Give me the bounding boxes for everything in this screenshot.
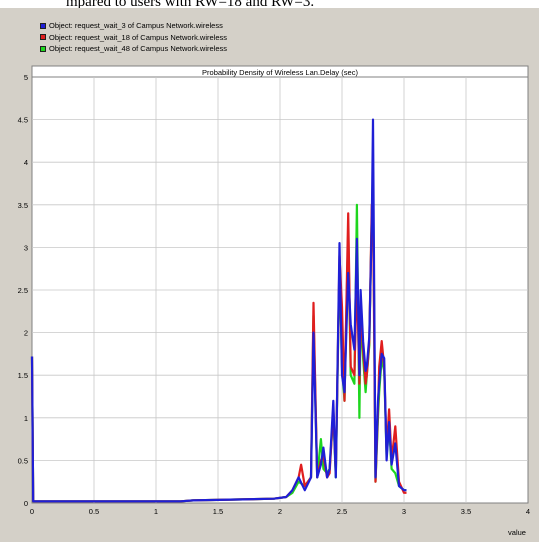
- x-tick-label: 4: [526, 507, 530, 516]
- legend-label-series-1: Object: request_wait_3 of Campus Network…: [49, 21, 223, 30]
- x-tick-label: 2.5: [337, 507, 347, 516]
- x-tick-label: 0: [30, 507, 34, 516]
- legend-swatch-series-3: [40, 45, 46, 52]
- legend-label-series-3: Object: request_wait_48 of Campus Networ…: [49, 44, 227, 53]
- x-tick-label: 2: [278, 507, 282, 516]
- x-axis-label: value: [508, 528, 526, 537]
- y-tick-label: 0.5: [18, 456, 28, 465]
- y-tick-label: 0: [24, 499, 28, 508]
- y-tick-label: 3.5: [18, 201, 28, 210]
- legend-swatch-series-1: [40, 22, 46, 29]
- x-tick-label: 3.5: [461, 507, 471, 516]
- y-tick-label: 1: [24, 414, 28, 423]
- y-axis-ticks: 0 0.5 1 1.5 2 2.5 3 3.5 4 4.5 5: [18, 73, 28, 508]
- chart-panel: Object: request_wait_3 of Campus Network…: [0, 8, 539, 542]
- y-tick-label: 2.5: [18, 286, 28, 295]
- chart-svg: Probability Density of Wireless Lan.Dela…: [18, 65, 530, 537]
- legend-swatch-series-2: [40, 34, 46, 41]
- y-tick-label: 4.5: [18, 116, 28, 125]
- chart-title: Probability Density of Wireless Lan.Dela…: [202, 68, 358, 77]
- page-caption-fragment: mpared to users with RW=18 and RW=3.: [66, 0, 315, 8]
- x-tick-label: 1.5: [213, 507, 223, 516]
- series-lines: [30, 118, 407, 503]
- x-tick-label: 0.5: [89, 507, 99, 516]
- y-tick-label: 2: [24, 329, 28, 338]
- legend-label-series-2: Object: request_wait_18 of Campus Networ…: [49, 32, 227, 42]
- x-axis-ticks: 0 0.5 1 1.5 2 2.5 3 3.5 4: [30, 507, 530, 516]
- legend-item: Object: request_wait_3 of Campus Network…: [40, 20, 227, 32]
- legend: Object: request_wait_3 of Campus Network…: [40, 20, 227, 55]
- y-tick-label: 3: [24, 243, 28, 252]
- x-tick-label: 3: [402, 507, 406, 516]
- legend-item: Object: request_wait_48 of Campus Networ…: [40, 43, 227, 55]
- y-tick-label: 1.5: [18, 371, 28, 380]
- y-tick-label: 4: [24, 158, 28, 167]
- y-tick-label: 5: [24, 73, 28, 82]
- grid: [32, 77, 528, 503]
- x-tick-label: 1: [154, 507, 158, 516]
- series-line-1: [30, 118, 407, 503]
- legend-item: Object: request_wait_18 of Campus Networ…: [40, 32, 227, 44]
